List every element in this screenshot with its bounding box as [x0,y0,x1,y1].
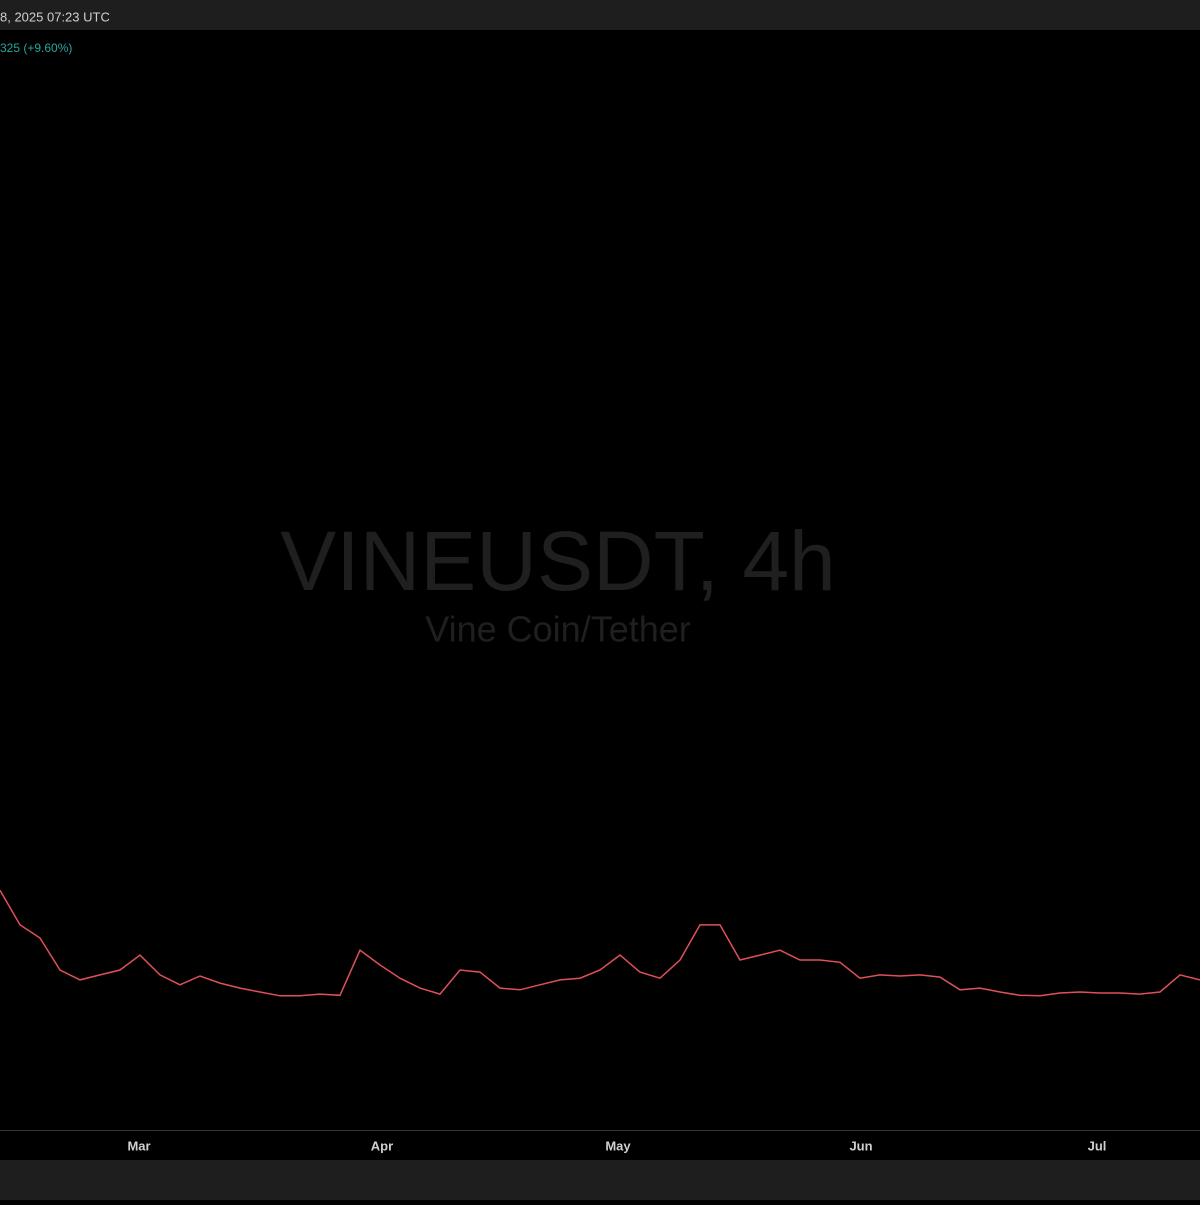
x-tick-label: Apr [371,1138,393,1153]
x-tick-label: Mar [127,1138,150,1153]
watermark-subtitle: Vine Coin/Tether [425,609,691,650]
price-line [0,889,1200,997]
price-change: 325 (+9.60%) [0,41,72,55]
x-tick-label: May [605,1138,631,1153]
top-bar [0,0,1200,30]
x-tick-label: Jun [849,1138,872,1153]
x-tick-label: Jul [1088,1138,1107,1153]
watermark-title: VINEUSDT, 4h [280,514,836,608]
bottom-bar [0,1160,1200,1200]
timestamp: 8, 2025 07:23 UTC [0,9,110,24]
